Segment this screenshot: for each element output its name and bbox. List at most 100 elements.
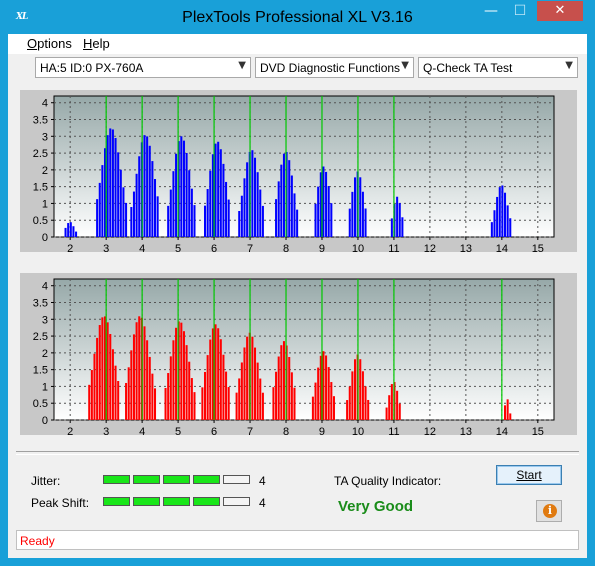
- test-select[interactable]: Q-Check TA Test ▼: [418, 57, 578, 78]
- bar: [504, 405, 507, 420]
- x-tick-label: 15: [532, 426, 544, 435]
- y-tick-label: 0.5: [33, 398, 48, 410]
- start-button-label: Start: [516, 468, 542, 482]
- meter-segment: [193, 497, 220, 506]
- x-tick-label: 7: [247, 243, 253, 252]
- y-tick-label: 0: [42, 232, 48, 244]
- bar: [204, 205, 207, 237]
- bar: [256, 362, 259, 420]
- bar: [72, 226, 75, 237]
- bar: [311, 396, 314, 420]
- meter-segment: [163, 497, 190, 506]
- bar: [246, 162, 249, 237]
- bar: [290, 175, 293, 237]
- chevron-down-icon: ▼: [565, 60, 573, 71]
- bar: [148, 145, 151, 237]
- menu-help-label: elp: [92, 36, 110, 51]
- bar: [122, 187, 125, 237]
- maximize-button[interactable]: ☐: [513, 3, 527, 19]
- x-tick-label: 13: [460, 426, 472, 435]
- bar: [209, 170, 212, 237]
- status-text: Ready: [20, 534, 55, 548]
- x-tick-label: 14: [496, 243, 508, 252]
- bar: [398, 203, 401, 237]
- bar: [90, 370, 93, 420]
- bar: [225, 181, 228, 237]
- bar: [132, 334, 135, 420]
- bar: [138, 156, 141, 237]
- menu-options[interactable]: Options: [27, 36, 72, 51]
- top-chart: 0 0.5 1 1.5 2 2.5 3 3.5 4 2 3 4 5 6 7 8 9 10 11 12 13 14 15: [33, 95, 555, 255]
- x-tick-label: 12: [424, 243, 436, 252]
- bar: [164, 387, 167, 420]
- x-tick-label: 9: [319, 426, 325, 435]
- bar: [256, 172, 259, 237]
- bar: [130, 207, 133, 237]
- x-tick-label: 13: [460, 243, 472, 252]
- window-title: PlexTools Professional XL V3.16: [182, 9, 413, 26]
- bar: [325, 171, 328, 237]
- menu-help[interactable]: Help: [83, 36, 110, 51]
- bar: [96, 337, 99, 420]
- jitter-value: 4: [259, 474, 266, 488]
- bar: [498, 187, 501, 237]
- x-tick-label: 7: [247, 426, 253, 435]
- x-tick-label: 15: [532, 243, 544, 252]
- bar: [280, 164, 283, 237]
- bar: [348, 386, 351, 420]
- bar: [125, 202, 128, 237]
- bar: [367, 399, 370, 420]
- start-button[interactable]: Start: [496, 465, 562, 485]
- bar: [69, 222, 72, 237]
- bar: [364, 386, 367, 420]
- ta-quality-value: Very Good: [338, 498, 414, 515]
- bar: [317, 186, 320, 237]
- drive-select[interactable]: HA:5 ID:0 PX-760A ▼: [35, 57, 251, 78]
- info-button[interactable]: i: [536, 500, 562, 522]
- client-area: Options Help HA:5 ID:0 PX-760A ▼ DVD Dia…: [8, 34, 587, 558]
- bar: [146, 340, 149, 420]
- bar: [506, 399, 509, 420]
- bar: [175, 153, 178, 237]
- bar: [206, 355, 209, 420]
- x-tick-label: 9: [319, 243, 325, 252]
- bar: [119, 169, 122, 237]
- bar: [401, 217, 404, 237]
- y-tick-label: 2.5: [33, 148, 48, 160]
- function-select[interactable]: DVD Diagnostic Functions ▼: [255, 57, 414, 78]
- chevron-down-icon: ▼: [238, 60, 246, 71]
- bar: [359, 359, 362, 420]
- x-tick-label: 3: [103, 243, 109, 252]
- menu-help-accel: H: [83, 36, 93, 51]
- x-tick-label: 10: [352, 426, 364, 435]
- title-bar[interactable]: XL PlexTools Professional XL V3.16 — ☐ ✕: [0, 0, 595, 34]
- bar: [361, 191, 364, 237]
- bar: [348, 208, 351, 237]
- meter-segment: [103, 475, 130, 484]
- bar: [509, 218, 512, 237]
- y-tick-label: 4: [42, 281, 48, 293]
- x-tick-label: 4: [139, 243, 145, 252]
- x-tick-label: 5: [175, 243, 181, 252]
- bar: [277, 356, 280, 420]
- bar: [354, 359, 357, 420]
- bar: [211, 328, 214, 420]
- ta-quality-label: TA Quality Indicator:: [334, 474, 442, 488]
- bar: [288, 357, 291, 420]
- peak-shift-label: Peak Shift:: [31, 496, 90, 510]
- jitter-label: Jitter:: [31, 474, 61, 488]
- bar: [219, 149, 222, 237]
- bar: [146, 136, 149, 237]
- close-button[interactable]: ✕: [537, 1, 583, 21]
- bar: [261, 205, 264, 237]
- divider: [16, 451, 579, 455]
- chevron-down-icon: ▼: [401, 60, 409, 71]
- bar: [127, 367, 130, 420]
- minimize-button[interactable]: —: [484, 3, 498, 19]
- bar: [167, 205, 170, 237]
- bar: [277, 181, 280, 237]
- bar: [214, 324, 217, 420]
- bar: [106, 322, 109, 420]
- bar: [209, 339, 212, 420]
- x-tick-label: 6: [211, 243, 217, 252]
